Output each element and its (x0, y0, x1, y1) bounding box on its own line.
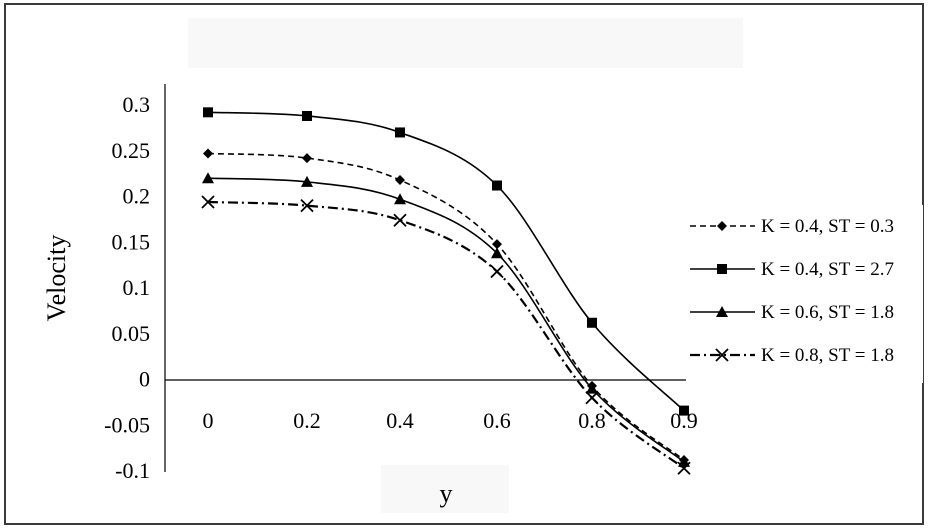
data-point-x (201, 195, 215, 209)
legend-label: K = 0.4, ST = 0.3 (761, 216, 894, 237)
data-point-square (679, 405, 689, 416)
y-tick-label: 0.15 (112, 229, 151, 254)
y-tick-label: 0 (139, 367, 150, 392)
data-point-triangle (586, 382, 598, 394)
legend-item: K = 0.6, ST = 1.8 (690, 302, 894, 323)
data-point-x (585, 391, 599, 405)
data-point-triangle (202, 172, 214, 184)
y-tick-label: 0.25 (112, 138, 151, 163)
legend-marker-triangle (716, 306, 728, 317)
legend: K = 0.4, ST = 0.3 K = 0.4, ST = 2.7 K = 0.… (686, 205, 923, 383)
data-point-triangle (394, 193, 406, 205)
legend-marker-diamond (717, 221, 727, 231)
legend-item: K = 0.4, ST = 0.3 (690, 216, 894, 237)
x-tick-label: 0.8 (578, 408, 606, 433)
data-point-x (677, 461, 691, 475)
series-4 (201, 195, 691, 475)
x-tick-label: 0.6 (483, 408, 511, 433)
series-3 (202, 172, 690, 467)
y-tick-label: 0.05 (112, 321, 151, 346)
data-point-x (490, 264, 504, 279)
series-line (207, 200, 685, 470)
legend-label: K = 0.6, ST = 1.8 (761, 302, 894, 323)
x-tick-label: 0.2 (293, 408, 321, 433)
legend-item: K = 0.4, ST = 2.7 (690, 259, 894, 280)
y-tick-label: 0.3 (123, 92, 151, 117)
series-group (201, 107, 691, 475)
series-2 (203, 107, 689, 416)
data-point-triangle (491, 247, 503, 259)
data-point-diamond (302, 153, 312, 164)
data-point-diamond (203, 148, 213, 159)
legend-label: K = 0.8, ST = 1.8 (761, 345, 894, 366)
data-point-triangle (301, 175, 313, 187)
legend-box (686, 205, 923, 383)
y-tick-label: 0.1 (123, 275, 151, 300)
y-tick-label: -0.1 (115, 458, 150, 483)
data-point-square (203, 107, 213, 118)
data-point-square (587, 317, 597, 328)
x-tick-label: 0 (203, 408, 214, 433)
x-tick-label: 0.4 (386, 408, 414, 433)
data-point-x (300, 199, 314, 213)
data-point-square (302, 110, 312, 121)
y-tick-labels: 0.3 0.25 0.2 0.15 0.1 0.05 0 -0.05 -0.1 (104, 92, 150, 483)
x-tick-labels: 0 0.2 0.4 0.6 0.8 0.9 (203, 408, 698, 433)
data-point-square (395, 127, 405, 138)
data-point-square (492, 180, 502, 191)
data-point-diamond (492, 239, 502, 250)
legend-label: K = 0.4, ST = 2.7 (761, 259, 894, 280)
x-title-area (381, 465, 509, 513)
data-point-x (393, 213, 407, 227)
x-axis-title: y (440, 479, 453, 508)
legend-item: K = 0.8, ST = 1.8 (690, 345, 894, 366)
y-axis-title: Velocity (42, 235, 71, 322)
y-tick-label: -0.05 (104, 412, 150, 437)
data-point-diamond (395, 175, 405, 186)
title-area (188, 18, 743, 68)
legend-marker-x (715, 348, 729, 362)
legend-marker-square (717, 264, 727, 274)
y-tick-label: 0.2 (123, 184, 151, 209)
